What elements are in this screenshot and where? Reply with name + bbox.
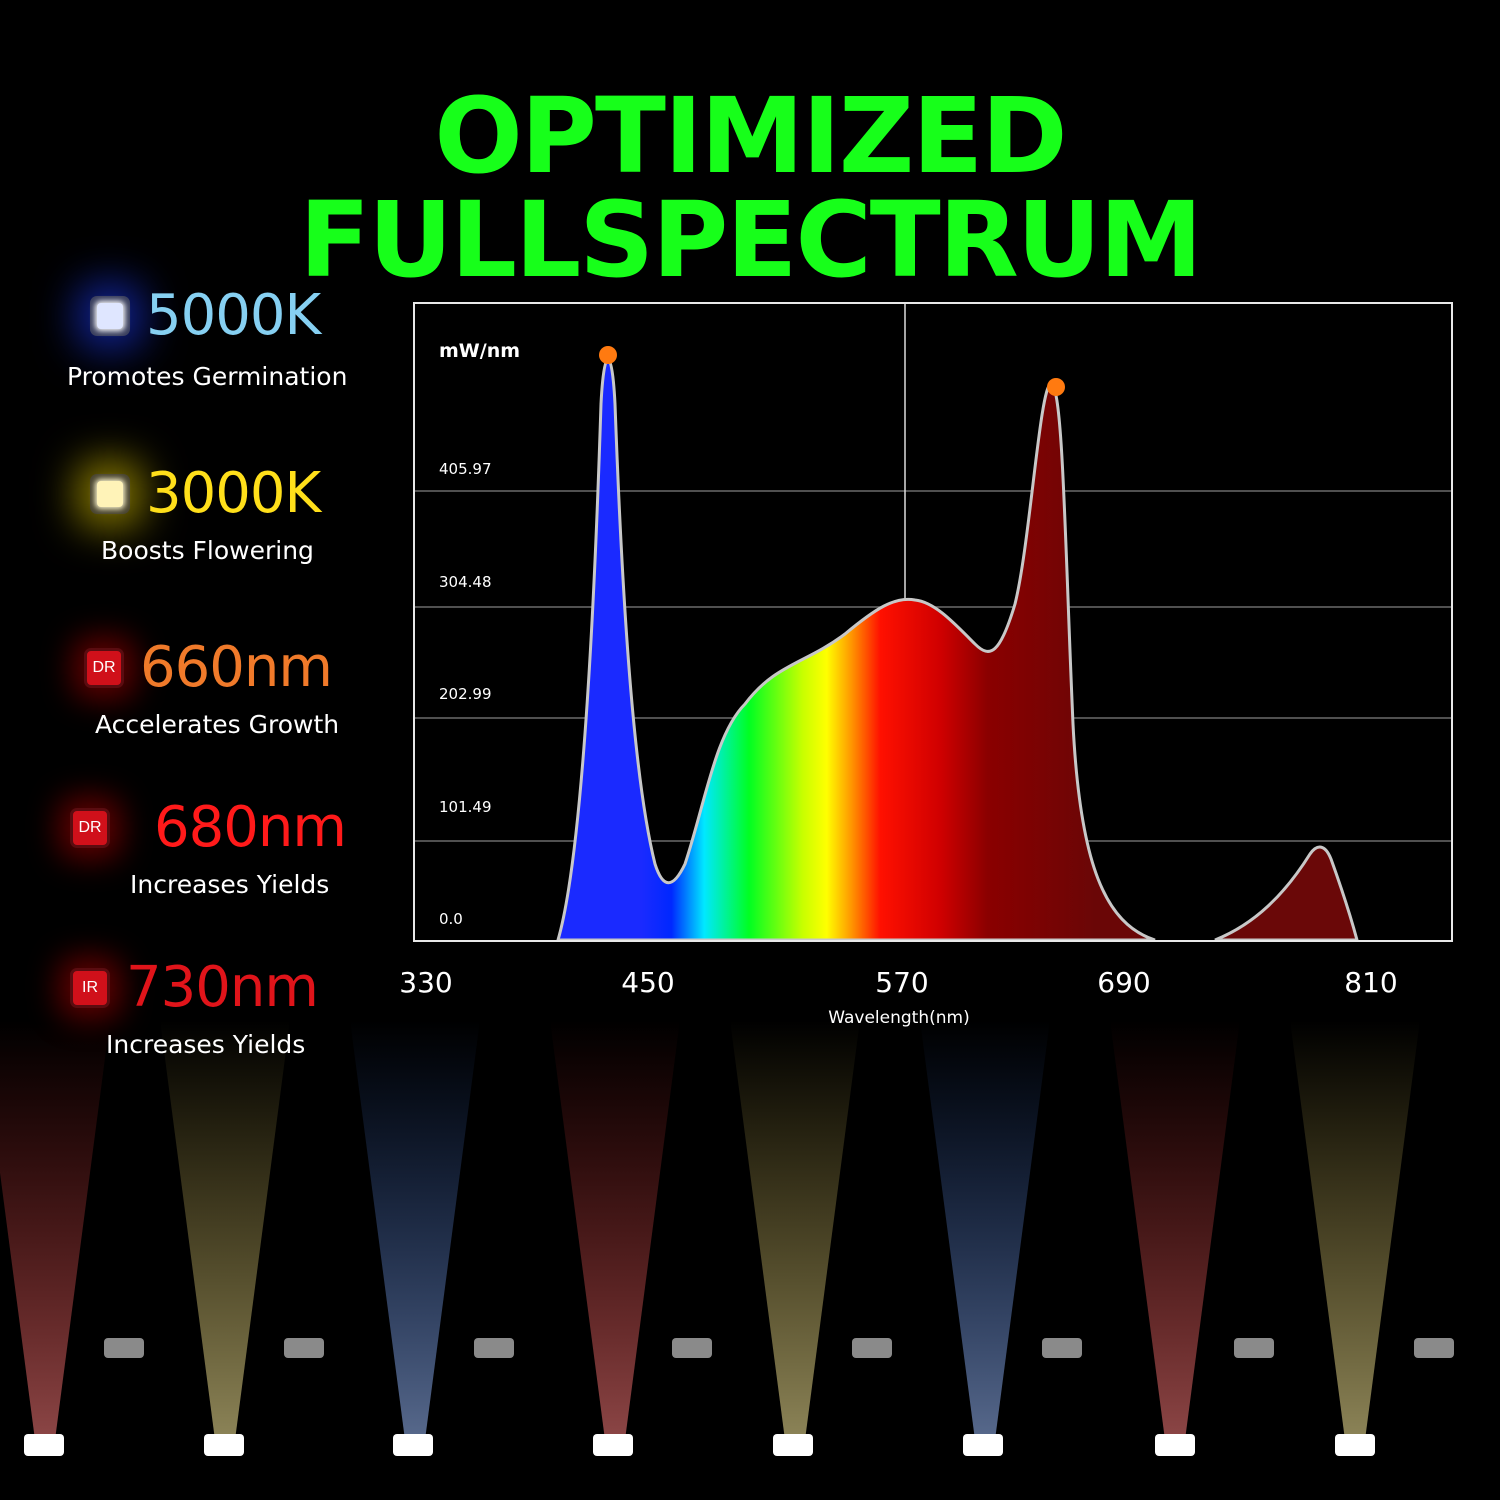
led-light-beams-background bbox=[0, 1020, 1454, 1456]
x-tick-label: 690 bbox=[1097, 966, 1151, 999]
legend-item-730nm: IR 730nm bbox=[70, 955, 319, 1020]
legend-desc: Accelerates Growth bbox=[95, 710, 340, 739]
peak-marker-blue bbox=[599, 346, 617, 364]
x-tick-label: 570 bbox=[875, 966, 929, 999]
y-tick-label: 101.49 bbox=[439, 798, 492, 816]
legend-label: 660nm bbox=[140, 635, 333, 700]
warm-led-icon bbox=[90, 474, 130, 514]
y-tick-label: 405.97 bbox=[439, 460, 492, 478]
y-tick-label: 202.99 bbox=[439, 685, 492, 703]
legend-item-5000k: 5000K bbox=[90, 283, 321, 348]
legend-item-660nm: DR 660nm bbox=[84, 635, 333, 700]
peak-marker-red bbox=[1047, 378, 1065, 396]
page-title: OPTIMIZED FULLSPECTRUM bbox=[299, 75, 1203, 301]
legend-desc: Promotes Germination bbox=[67, 362, 348, 391]
legend-desc: Increases Yields bbox=[130, 870, 330, 899]
x-tick-label: 810 bbox=[1344, 966, 1398, 999]
infrared-chip-icon: IR bbox=[70, 968, 110, 1008]
legend-label: 730nm bbox=[126, 955, 319, 1020]
y-axis-unit: mW/nm bbox=[439, 340, 521, 362]
deep-red-chip-icon: DR bbox=[70, 808, 110, 848]
x-tick-label: 450 bbox=[621, 966, 675, 999]
spectrum-plot bbox=[415, 304, 1451, 940]
white-led-icon bbox=[90, 296, 130, 336]
y-tick-label: 0.0 bbox=[439, 910, 463, 928]
legend-item-3000k: 3000K bbox=[90, 461, 321, 526]
y-tick-label: 304.48 bbox=[439, 573, 492, 591]
deep-red-chip-icon: DR bbox=[84, 648, 124, 688]
x-tick-label: 330 bbox=[399, 966, 453, 999]
legend-item-680nm: DR 680nm bbox=[70, 795, 347, 860]
legend-desc: Boosts Flowering bbox=[101, 536, 314, 565]
legend-label: 680nm bbox=[154, 795, 347, 860]
legend-desc: Increases Yields bbox=[106, 1030, 306, 1059]
spectrum-chart: mW/nm 405.97 304.48 202.99 101.49 0.0 bbox=[413, 302, 1453, 942]
legend-label: 3000K bbox=[146, 461, 321, 526]
x-axis-title: Wavelength(nm) bbox=[828, 1008, 970, 1028]
legend-label: 5000K bbox=[146, 283, 321, 348]
